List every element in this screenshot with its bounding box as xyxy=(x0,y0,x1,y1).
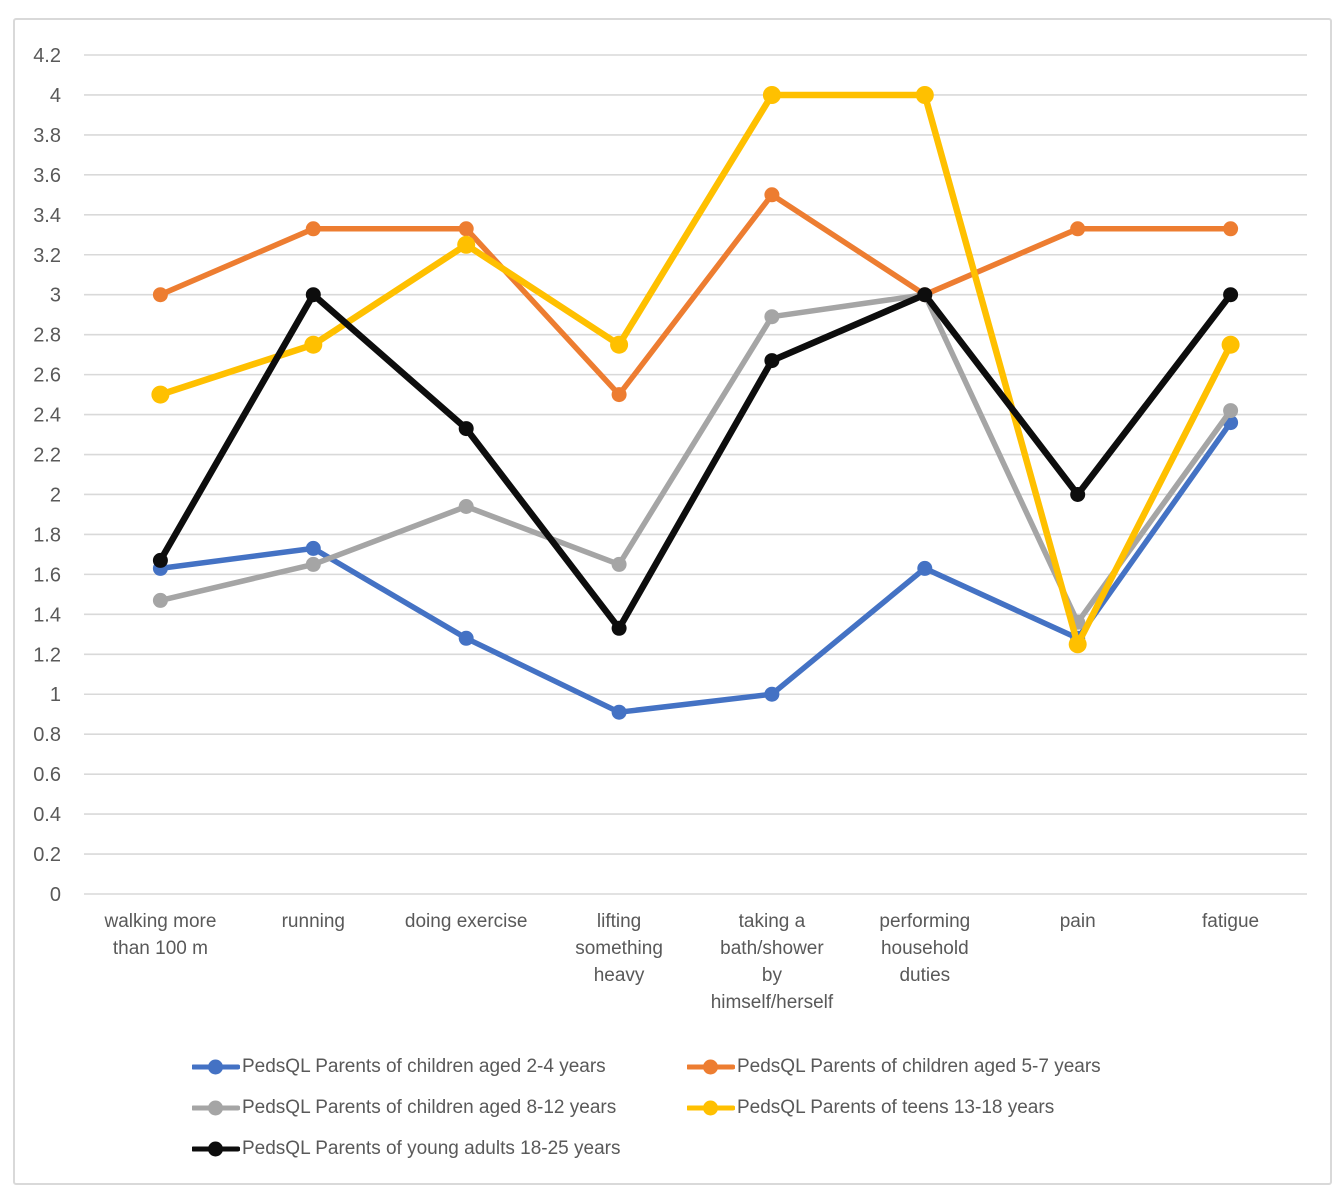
data-point-marker xyxy=(611,556,627,572)
data-point-marker xyxy=(764,686,780,702)
y-tick-label: 1.8 xyxy=(33,524,61,546)
data-point-marker xyxy=(917,560,933,576)
data-point-marker xyxy=(305,221,321,237)
data-point-marker xyxy=(610,335,629,354)
series-line xyxy=(157,91,1234,648)
legend-item: PedsQL Parents of young adults 18-25 yea… xyxy=(192,1129,620,1169)
legend-label: PedsQL Parents of teens 13-18 years xyxy=(737,1097,1055,1118)
data-point-marker xyxy=(304,335,323,354)
legend-item: PedsQL Parents of children aged 5-7 year… xyxy=(687,1047,1101,1087)
y-tick-label: 0.8 xyxy=(33,724,61,746)
y-tick-label: 3.4 xyxy=(33,205,61,227)
data-point-marker xyxy=(152,287,168,303)
data-point-marker xyxy=(915,86,934,104)
legend-label: PedsQL Parents of young adults 18-25 yea… xyxy=(242,1138,621,1159)
y-tick-label: 4.2 xyxy=(33,45,61,67)
legend-item: PedsQL Parents of children aged 8-12 yea… xyxy=(192,1088,616,1128)
y-tick-label: 3.6 xyxy=(33,165,61,187)
data-point-marker xyxy=(1223,287,1239,303)
data-point-marker xyxy=(458,499,474,514)
data-point-marker xyxy=(611,704,627,720)
y-tick-label: 2 xyxy=(50,484,61,506)
series-line xyxy=(157,291,1234,626)
legend-marker-icon xyxy=(687,1100,735,1116)
series-line xyxy=(157,192,1234,398)
y-tick-label: 2.2 xyxy=(33,445,61,467)
data-point-marker xyxy=(764,353,780,369)
data-point-marker xyxy=(762,86,781,104)
data-point-marker xyxy=(305,287,321,303)
data-point-marker xyxy=(152,552,168,568)
legend-marker-icon xyxy=(192,1141,240,1157)
legend-marker-icon xyxy=(192,1100,240,1116)
line-chart-plot-area: 0 0.2 0.4 0.6 0.8 1 1.2 1.4 1.6 1.8 2 2.2 2.4 2.6 2.8 3… xyxy=(33,45,1307,906)
y-tick-label: 0 xyxy=(50,884,61,906)
legend-item: PedsQL Parents of children aged 2-4 year… xyxy=(192,1047,606,1087)
y-tick-label: 0.4 xyxy=(33,804,61,826)
data-point-marker xyxy=(1221,335,1240,354)
data-point-marker xyxy=(611,387,627,403)
data-point-marker xyxy=(305,556,321,572)
series-line xyxy=(157,419,1234,715)
legend-label: PedsQL Parents of children aged 5-7 year… xyxy=(737,1056,1101,1077)
legend-item: PedsQL Parents of teens 13-18 years xyxy=(687,1088,1054,1128)
data-point-marker xyxy=(305,540,321,556)
data-point-marker xyxy=(1068,635,1087,654)
y-tick-label: 0.2 xyxy=(33,844,61,866)
x-axis-label: walking more than 100 m xyxy=(104,911,217,959)
legend-label: PedsQL Parents of children aged 8-12 yea… xyxy=(242,1097,617,1118)
y-tick-label: 2.6 xyxy=(33,365,61,387)
data-point-marker xyxy=(1223,403,1239,419)
x-axis-label: performing household duties xyxy=(879,911,971,986)
x-axis-label: running xyxy=(281,911,345,932)
legend-marker-icon xyxy=(192,1059,240,1075)
x-axis-label: doing exercise xyxy=(404,911,528,932)
y-tick-label: 1.6 xyxy=(33,564,61,586)
data-point-marker xyxy=(457,235,476,254)
y-tick-label: 1.2 xyxy=(33,644,61,666)
data-point-marker xyxy=(1070,487,1086,502)
x-axis-label: taking a bath/shower by himself/herself xyxy=(710,911,834,1013)
y-tick-label: 1.4 xyxy=(33,604,61,626)
data-point-marker xyxy=(1223,221,1239,237)
chart-frame: 0 0.2 0.4 0.6 0.8 1 1.2 1.4 1.6 1.8 2 2.2 2.4 2.6 2.8 3… xyxy=(13,18,1332,1185)
data-point-marker xyxy=(458,421,474,437)
data-point-marker xyxy=(917,287,933,303)
data-point-marker xyxy=(764,187,780,203)
legend-marker-icon xyxy=(687,1059,735,1075)
y-tick-label: 2.8 xyxy=(33,325,61,347)
y-tick-label: 3.8 xyxy=(33,125,61,147)
data-point-marker xyxy=(611,620,627,636)
data-point-marker xyxy=(458,630,474,646)
data-point-marker xyxy=(458,221,474,237)
y-tick-label: 3 xyxy=(50,285,61,307)
data-point-marker xyxy=(1070,221,1086,237)
data-point-marker xyxy=(152,592,168,608)
data-point-marker xyxy=(151,385,170,404)
y-tick-label: 0.6 xyxy=(33,764,61,786)
x-axis-label: fatigue xyxy=(1202,911,1260,932)
data-point-marker xyxy=(764,309,780,325)
x-axis-label: lifting something heavy xyxy=(575,911,663,986)
y-tick-label: 4 xyxy=(50,85,61,107)
y-tick-label: 1 xyxy=(50,684,61,706)
series-line xyxy=(157,291,1234,632)
y-tick-label: 3.2 xyxy=(33,245,61,267)
legend-label: PedsQL Parents of children aged 2-4 year… xyxy=(242,1056,606,1077)
y-tick-label: 2.4 xyxy=(33,405,61,427)
x-axis-label: pain xyxy=(1059,911,1096,932)
